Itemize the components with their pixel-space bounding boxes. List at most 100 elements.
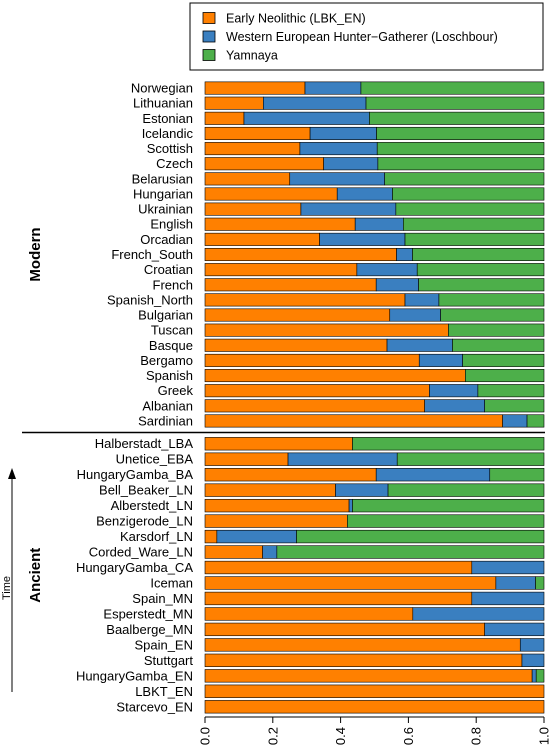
bar-segment-greek-western-europe (429, 384, 479, 398)
bar-row-esperstedt-mn (204, 607, 545, 621)
bar-row-lbkt-en (204, 684, 545, 698)
bar-segment-basque-early-neolithi (204, 338, 388, 352)
bar-segment-czech-early-neolithi (204, 157, 324, 171)
row-label-sardinian: Sardinian (138, 413, 193, 428)
bar-segment-french-early-neolithi (204, 278, 377, 292)
bar-segment-albanian-early-neolithi (204, 399, 425, 413)
row-label-lbkt-en: LBKT_EN (135, 684, 193, 699)
bar-segment-icelandic-yamnaya (376, 126, 545, 140)
bar-segment-french-south-yamnaya (412, 247, 545, 262)
bar-row-alberstedt-ln (204, 498, 545, 513)
legend-swatch-yamnaya (202, 49, 216, 61)
bar-segment-alberstedt-ln-early-neolithi (204, 498, 350, 513)
x-tick-label-0-2: 0.2 (265, 727, 280, 745)
row-label-english: English (150, 217, 193, 232)
bar-segment-stuttgart-western-europe (521, 653, 545, 667)
bar-segment-baalberge-mn-western-europe (484, 622, 545, 637)
bar-row-karsdorf-ln (204, 529, 545, 544)
row-label-belarusian: Belarusian (132, 171, 193, 186)
row-labels: NorwegianLithuanianEstonianIcelandicScot… (76, 81, 194, 715)
bar-segment-benzigerode-ln-yamnaya (347, 514, 545, 528)
bar-row-hungarian (204, 187, 545, 201)
bar-row-croatian (204, 263, 545, 277)
row-label-albanian: Albanian (142, 398, 193, 413)
bar-row-scottish (204, 142, 545, 156)
bar-row-french-south (204, 247, 545, 262)
bar-segment-baalberge-mn-early-neolithi (204, 622, 485, 637)
bar-segment-english-western-europe (354, 217, 404, 231)
row-label-estonian: Estonian (142, 111, 193, 126)
bar-segment-esperstedt-mn-western-europe (412, 607, 545, 621)
bar-segment-bulgarian-yamnaya (440, 308, 545, 322)
bar-row-spain-mn (204, 591, 545, 606)
bar-row-unetice-eba (204, 452, 545, 466)
bar-segment-corded-ware-ln-yamnaya (276, 545, 545, 559)
bar-segment-scottish-early-neolithi (204, 142, 301, 156)
bar-row-albanian (204, 399, 545, 413)
bar-segment-hungarygamba-en-yamnaya (535, 669, 545, 683)
bars (204, 81, 545, 714)
bar-segment-spanish-early-neolithi (204, 369, 466, 383)
bar-segment-tuscan-early-neolithi (204, 323, 449, 337)
bar-segment-spain-mn-early-neolithi (204, 591, 473, 606)
x-tick-label-1-0: 1.0 (537, 727, 551, 745)
legend-swatch-early-neolithic-lbk-en (202, 12, 216, 24)
bar-segment-lithuanian-yamnaya (365, 96, 545, 110)
bar-segment-spanish-yamnaya (465, 369, 545, 383)
bar-segment-hungarian-western-europe (336, 187, 393, 201)
row-label-spanish-north: Spanish_North (107, 292, 193, 307)
row-label-croatian: Croatian (144, 262, 193, 277)
bar-segment-corded-ware-ln-early-neolithi (204, 545, 263, 559)
bar-segment-spanish-north-western-europe (404, 293, 440, 307)
bar-row-lithuanian (204, 96, 545, 110)
bar-segment-karsdorf-ln-western-europe (216, 529, 297, 544)
row-label-alberstedt-ln: Alberstedt_LN (111, 498, 193, 513)
bar-segment-hungarygamba-ba-western-europe (375, 468, 491, 482)
bar-row-benzigerode-ln (204, 514, 545, 528)
row-label-unetice-eba: Unetice_EBA (116, 452, 194, 467)
bar-segment-czech-yamnaya (377, 157, 545, 171)
bar-segment-ukrainian-western-europe (300, 202, 397, 216)
legend-label-early-neolithic-lbk-en: Early Neolithic (LBK_EN) (226, 12, 366, 26)
row-label-karsdorf-ln: Karsdorf_LN (120, 529, 193, 544)
bar-segment-iceman-yamnaya (535, 576, 545, 590)
annotations: Modern Ancient Time (1, 227, 545, 692)
bar-segment-estonian-early-neolithi (204, 111, 245, 125)
bar-segment-orcadian-western-europe (319, 232, 406, 246)
row-label-norwegian: Norwegian (131, 81, 193, 96)
bar-segment-french-yamnaya (418, 278, 545, 292)
bar-segment-croatian-yamnaya (416, 263, 545, 277)
bar-segment-hungarygamba-en-western-europe (531, 669, 537, 683)
bar-segment-starcevo-en-early-neolithi (204, 700, 545, 714)
bar-row-spain-en (204, 638, 545, 652)
row-label-scottish: Scottish (147, 141, 193, 156)
group-label-modern: Modern (27, 227, 44, 281)
bar-segment-estonian-western-europe (243, 111, 370, 125)
bar-segment-french-south-western-europe (396, 247, 413, 262)
bar-segment-spain-mn-western-europe (471, 591, 545, 606)
row-label-icelandic: Icelandic (142, 126, 194, 141)
row-label-hungarian: Hungarian (133, 186, 193, 201)
bar-segment-tuscan-yamnaya (448, 323, 545, 337)
time-label: Time (1, 576, 13, 600)
legend-swatch-western-european-hunter-gatherer-loschbour (202, 30, 216, 43)
bar-segment-belarusian-western-europe (289, 172, 385, 186)
bar-segment-norwegian-western-europe (304, 81, 362, 95)
row-label-czech: Czech (156, 156, 193, 171)
row-label-spanish: Spanish (146, 368, 193, 383)
bar-segment-english-early-neolithi (204, 217, 356, 231)
x-tick-label-0-8: 0.8 (469, 727, 484, 745)
bar-row-bulgarian (204, 308, 545, 322)
bar-segment-bergamo-yamnaya (462, 353, 545, 367)
bar-segment-bergamo-early-neolithi (204, 353, 420, 367)
bar-segment-greek-yamnaya (477, 384, 545, 398)
row-label-esperstedt-mn: Esperstedt_MN (103, 606, 193, 621)
bar-segment-spanish-north-yamnaya (438, 293, 545, 307)
bar-segment-sardinian-early-neolithi (204, 414, 503, 428)
x-tick-label-0-4: 0.4 (333, 727, 348, 745)
row-label-hungarygamba-ba: HungaryGamba_BA (77, 467, 194, 482)
bar-segment-lbkt-en-early-neolithi (204, 684, 545, 698)
bar-segment-stuttgart-early-neolithi (204, 653, 523, 667)
bar-row-estonian (204, 111, 545, 125)
row-label-baalberge-mn: Baalberge_MN (106, 622, 193, 637)
